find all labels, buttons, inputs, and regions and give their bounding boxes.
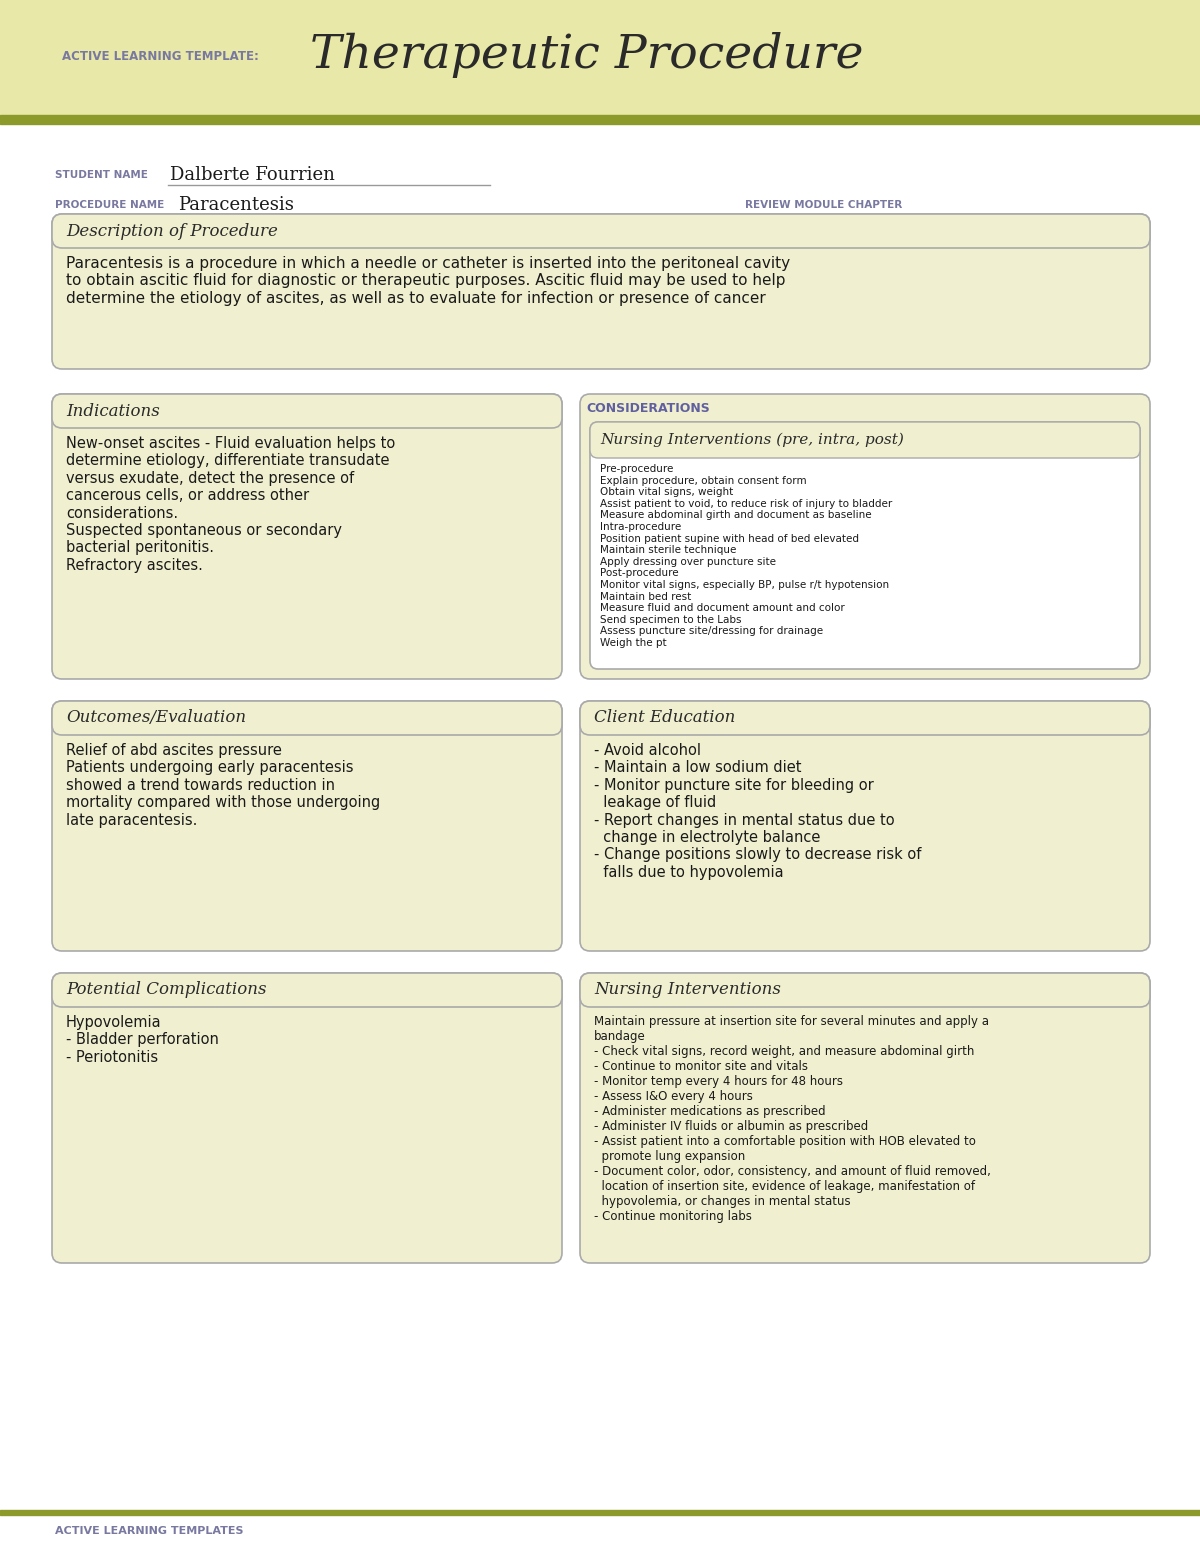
FancyBboxPatch shape	[580, 974, 1150, 1006]
Text: ACTIVE LEARNING TEMPLATES: ACTIVE LEARNING TEMPLATES	[55, 1527, 244, 1536]
Text: Indications: Indications	[66, 402, 160, 419]
Bar	[0, 0, 1200, 115]
FancyBboxPatch shape	[580, 974, 1150, 1263]
FancyBboxPatch shape	[52, 974, 562, 1263]
Text: New-onset ascites - Fluid evaluation helps to
determine etiology, differentiate : New-onset ascites - Fluid evaluation hel…	[66, 436, 395, 573]
FancyBboxPatch shape	[580, 700, 1150, 950]
Text: Client Education: Client Education	[594, 710, 736, 727]
Text: REVIEW MODULE CHAPTER: REVIEW MODULE CHAPTER	[745, 200, 902, 210]
Text: - Avoid alcohol
- Maintain a low sodium diet
- Monitor puncture site for bleedin: - Avoid alcohol - Maintain a low sodium …	[594, 742, 922, 881]
FancyBboxPatch shape	[52, 974, 562, 1006]
Text: Pre-procedure
Explain procedure, obtain consent form
Obtain vital signs, weight
: Pre-procedure Explain procedure, obtain …	[600, 464, 893, 648]
FancyBboxPatch shape	[52, 700, 562, 950]
Text: CONSIDERATIONS: CONSIDERATIONS	[586, 402, 709, 415]
Text: Paracentesis: Paracentesis	[178, 196, 294, 214]
Text: ACTIVE LEARNING TEMPLATE:: ACTIVE LEARNING TEMPLATE:	[62, 51, 259, 64]
Text: Outcomes/Evaluation: Outcomes/Evaluation	[66, 710, 246, 727]
Text: Dalberte Fourrien: Dalberte Fourrien	[170, 166, 335, 183]
FancyBboxPatch shape	[52, 700, 562, 735]
FancyBboxPatch shape	[590, 422, 1140, 669]
FancyBboxPatch shape	[580, 700, 1150, 735]
Text: Potential Complications: Potential Complications	[66, 981, 266, 999]
FancyBboxPatch shape	[52, 214, 1150, 248]
Text: STUDENT NAME: STUDENT NAME	[55, 169, 148, 180]
Text: Relief of abd ascites pressure
Patients undergoing early paracentesis
showed a t: Relief of abd ascites pressure Patients …	[66, 742, 380, 828]
Text: Description of Procedure: Description of Procedure	[66, 222, 278, 239]
Text: Hypovolemia
- Bladder perforation
- Periotonitis: Hypovolemia - Bladder perforation - Peri…	[66, 1016, 218, 1065]
Bar	[0, 115, 1200, 124]
Text: Therapeutic Procedure: Therapeutic Procedure	[310, 33, 864, 78]
FancyBboxPatch shape	[52, 394, 562, 679]
FancyBboxPatch shape	[52, 214, 1150, 370]
Text: Maintain pressure at insertion site for several minutes and apply a
bandage
- Ch: Maintain pressure at insertion site for …	[594, 1016, 991, 1224]
Text: Nursing Interventions (pre, intra, post): Nursing Interventions (pre, intra, post)	[600, 433, 904, 447]
Text: Nursing Interventions: Nursing Interventions	[594, 981, 781, 999]
Text: PROCEDURE NAME: PROCEDURE NAME	[55, 200, 164, 210]
FancyBboxPatch shape	[580, 394, 1150, 679]
FancyBboxPatch shape	[590, 422, 1140, 458]
Text: Paracentesis is a procedure in which a needle or catheter is inserted into the p: Paracentesis is a procedure in which a n…	[66, 256, 790, 306]
FancyBboxPatch shape	[52, 394, 562, 429]
Bar	[0, 1510, 1200, 1516]
